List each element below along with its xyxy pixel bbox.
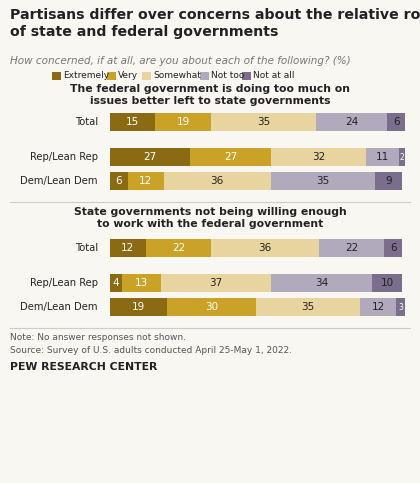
Text: 27: 27 [144, 152, 157, 162]
Bar [366, 148, 399, 166]
Text: Partisans differ over concerns about the relative role
of state and federal gove: Partisans differ over concerns about the… [10, 8, 420, 39]
Text: 3: 3 [398, 302, 403, 312]
Bar [271, 148, 366, 166]
Bar [360, 298, 396, 316]
Bar [399, 148, 405, 166]
Bar [375, 172, 402, 190]
Bar [256, 298, 360, 316]
Text: 35: 35 [302, 302, 315, 312]
Text: State governments not being willing enough
to work with the federal government: State governments not being willing enou… [74, 207, 346, 229]
Text: Rep/Lean Rep: Rep/Lean Rep [30, 278, 98, 288]
Bar [242, 72, 251, 80]
Bar [387, 113, 405, 131]
Text: 36: 36 [258, 243, 272, 253]
Text: Total: Total [75, 117, 98, 127]
Text: Note: No answer responses not shown.: Note: No answer responses not shown. [10, 333, 186, 342]
Bar [315, 113, 387, 131]
Text: 22: 22 [172, 243, 185, 253]
Text: Not at all: Not at all [253, 71, 294, 81]
Text: Total: Total [75, 243, 98, 253]
Bar [110, 172, 128, 190]
Text: 34: 34 [315, 278, 328, 288]
Bar [190, 148, 271, 166]
Bar [146, 239, 211, 257]
Bar [110, 113, 155, 131]
Bar [271, 274, 372, 292]
Text: 9: 9 [385, 176, 392, 186]
Text: 19: 19 [176, 117, 190, 127]
Bar [52, 72, 61, 80]
Text: Rep/Lean Rep: Rep/Lean Rep [30, 152, 98, 162]
Text: The federal government is doing too much on
issues better left to state governme: The federal government is doing too much… [70, 84, 350, 106]
Text: 4: 4 [113, 278, 119, 288]
Text: 2: 2 [400, 153, 404, 161]
Text: 11: 11 [376, 152, 389, 162]
Bar [110, 298, 167, 316]
Text: 30: 30 [205, 302, 218, 312]
Bar [110, 148, 190, 166]
Text: Source: Survey of U.S. adults conducted April 25-May 1, 2022.: Source: Survey of U.S. adults conducted … [10, 346, 292, 355]
Bar [161, 274, 271, 292]
Text: Dem/Lean Dem: Dem/Lean Dem [21, 176, 98, 186]
Text: 6: 6 [393, 117, 399, 127]
Bar [211, 239, 319, 257]
Text: 6: 6 [390, 243, 396, 253]
Bar [128, 172, 164, 190]
Text: 35: 35 [316, 176, 330, 186]
Text: Very: Very [118, 71, 138, 81]
Text: PEW RESEARCH CENTER: PEW RESEARCH CENTER [10, 362, 158, 372]
Text: 36: 36 [211, 176, 224, 186]
Bar [110, 239, 146, 257]
Bar [164, 172, 271, 190]
Text: Somewhat: Somewhat [153, 71, 201, 81]
Bar [122, 274, 161, 292]
Bar [110, 274, 122, 292]
Text: Extremely: Extremely [63, 71, 109, 81]
Text: 12: 12 [372, 302, 385, 312]
Text: 37: 37 [209, 278, 223, 288]
Text: 13: 13 [135, 278, 148, 288]
Text: 12: 12 [139, 176, 152, 186]
Text: 22: 22 [345, 243, 358, 253]
Text: Not too: Not too [211, 71, 244, 81]
Text: 35: 35 [257, 117, 270, 127]
Text: 27: 27 [224, 152, 237, 162]
Text: How concerned, if at all, are you about each of the following? (%): How concerned, if at all, are you about … [10, 56, 351, 66]
Bar [200, 72, 209, 80]
Text: Dem/Lean Dem: Dem/Lean Dem [21, 302, 98, 312]
Text: 15: 15 [126, 117, 139, 127]
Text: 12: 12 [121, 243, 134, 253]
Text: 32: 32 [312, 152, 325, 162]
Bar [372, 274, 402, 292]
Text: 19: 19 [132, 302, 145, 312]
Bar [384, 239, 402, 257]
Bar [167, 298, 256, 316]
Text: 24: 24 [345, 117, 358, 127]
Text: 10: 10 [381, 278, 394, 288]
Bar [271, 172, 375, 190]
Bar [155, 113, 211, 131]
Bar [107, 72, 116, 80]
Text: 6: 6 [116, 176, 122, 186]
Bar [211, 113, 315, 131]
Bar [142, 72, 151, 80]
Bar [319, 239, 384, 257]
Bar [396, 298, 405, 316]
